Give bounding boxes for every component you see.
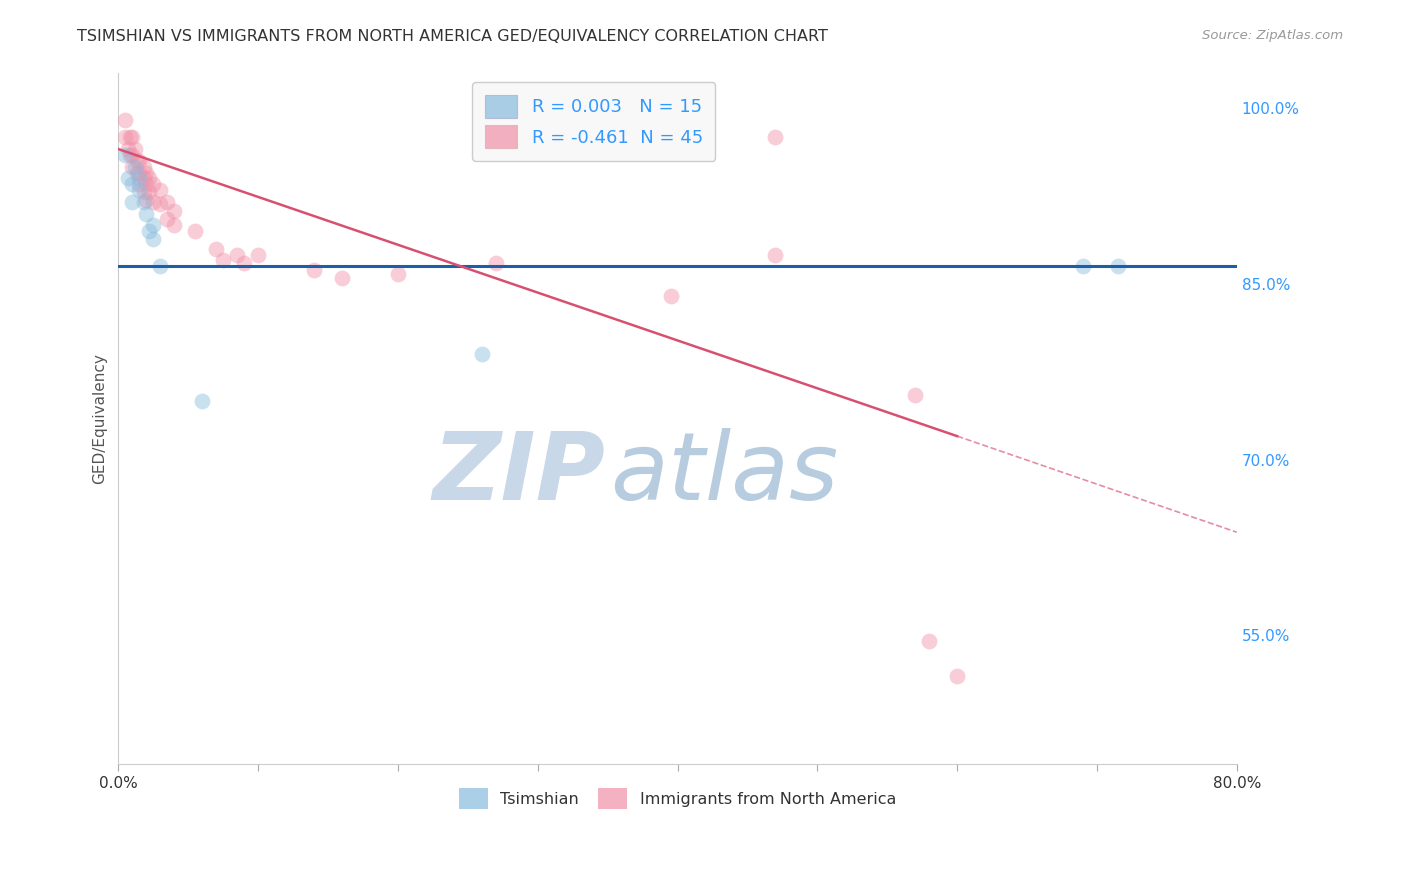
Point [132, 194, 155, 209]
Point [114, 130, 136, 145]
Text: ZIP: ZIP [432, 428, 605, 520]
Point [142, 232, 165, 246]
Point [128, 153, 150, 168]
Point [124, 142, 146, 156]
Point [191, 394, 214, 409]
Point [212, 253, 235, 268]
Point [142, 219, 165, 233]
Legend: Tsimshian, Immigrants from North America: Tsimshian, Immigrants from North America [453, 781, 903, 815]
Point [138, 224, 160, 238]
Point [471, 347, 494, 361]
Point [117, 171, 139, 186]
Point [138, 171, 160, 186]
Point [659, 288, 682, 302]
Point [205, 242, 228, 256]
Point [118, 148, 141, 162]
Point [247, 247, 270, 261]
Point [765, 247, 787, 261]
Point [330, 271, 353, 285]
Point [118, 130, 141, 145]
Point [128, 165, 150, 179]
Point [765, 130, 787, 145]
Point [135, 193, 157, 207]
Point [163, 219, 186, 233]
Point [184, 224, 207, 238]
Point [125, 153, 148, 168]
Point [117, 142, 139, 156]
Point [149, 260, 172, 274]
Point [142, 178, 165, 192]
Point [135, 178, 157, 192]
Point [156, 212, 179, 227]
Point [121, 160, 143, 174]
Point [114, 112, 136, 127]
Point [302, 262, 325, 277]
Point [142, 194, 165, 209]
Point [124, 160, 146, 174]
Point [125, 165, 148, 179]
Point [121, 194, 143, 209]
Point [904, 388, 927, 402]
Point [918, 634, 941, 648]
Point [1071, 260, 1094, 274]
Point [387, 268, 409, 282]
Point [1107, 260, 1129, 274]
Point [135, 206, 157, 220]
Point [132, 186, 155, 200]
Point [226, 247, 249, 261]
Point [132, 171, 155, 186]
Text: TSIMSHIAN VS IMMIGRANTS FROM NORTH AMERICA GED/EQUIVALENCY CORRELATION CHART: TSIMSHIAN VS IMMIGRANTS FROM NORTH AMERI… [77, 29, 828, 45]
Text: Source: ZipAtlas.com: Source: ZipAtlas.com [1202, 29, 1343, 43]
Point [128, 171, 150, 186]
Point [121, 178, 143, 192]
Point [149, 183, 172, 197]
Point [132, 160, 155, 174]
Y-axis label: GED/Equivalency: GED/Equivalency [93, 353, 107, 484]
Point [121, 148, 143, 162]
Text: atlas: atlas [610, 428, 839, 519]
Point [163, 204, 186, 219]
Point [128, 183, 150, 197]
Point [946, 669, 969, 683]
Point [138, 186, 160, 200]
Point [485, 256, 508, 270]
Point [121, 130, 143, 145]
Point [156, 194, 179, 209]
Point [114, 148, 136, 162]
Point [128, 178, 150, 192]
Point [233, 256, 256, 270]
Point [149, 197, 172, 211]
Point [135, 165, 157, 179]
